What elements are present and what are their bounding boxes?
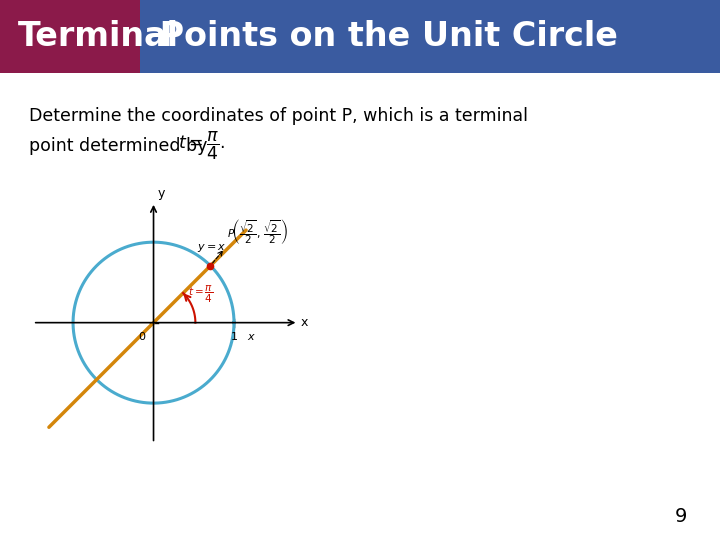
Text: 9: 9 bbox=[675, 508, 688, 526]
Text: x: x bbox=[301, 316, 308, 329]
Text: Determine the coordinates of point P, which is a terminal: Determine the coordinates of point P, wh… bbox=[29, 107, 528, 125]
Text: point determined by: point determined by bbox=[29, 137, 212, 155]
Text: y: y bbox=[158, 186, 165, 199]
Text: 0: 0 bbox=[138, 332, 145, 342]
Text: Terminal: Terminal bbox=[18, 20, 179, 53]
Text: 1: 1 bbox=[230, 332, 238, 342]
Text: $t = \dfrac{\pi}{4}$: $t = \dfrac{\pi}{4}$ bbox=[188, 284, 214, 305]
Text: Points on the Unit Circle: Points on the Unit Circle bbox=[148, 20, 618, 53]
Text: $t = \dfrac{\pi}{4}.$: $t = \dfrac{\pi}{4}.$ bbox=[178, 130, 225, 162]
Text: $y = x$: $y = x$ bbox=[197, 242, 226, 254]
Text: x: x bbox=[247, 332, 253, 342]
Text: $P\!\left(\dfrac{\sqrt{2}}{2},\,\dfrac{\sqrt{2}}{2}\right)$: $P\!\left(\dfrac{\sqrt{2}}{2},\,\dfrac{\… bbox=[227, 217, 287, 246]
